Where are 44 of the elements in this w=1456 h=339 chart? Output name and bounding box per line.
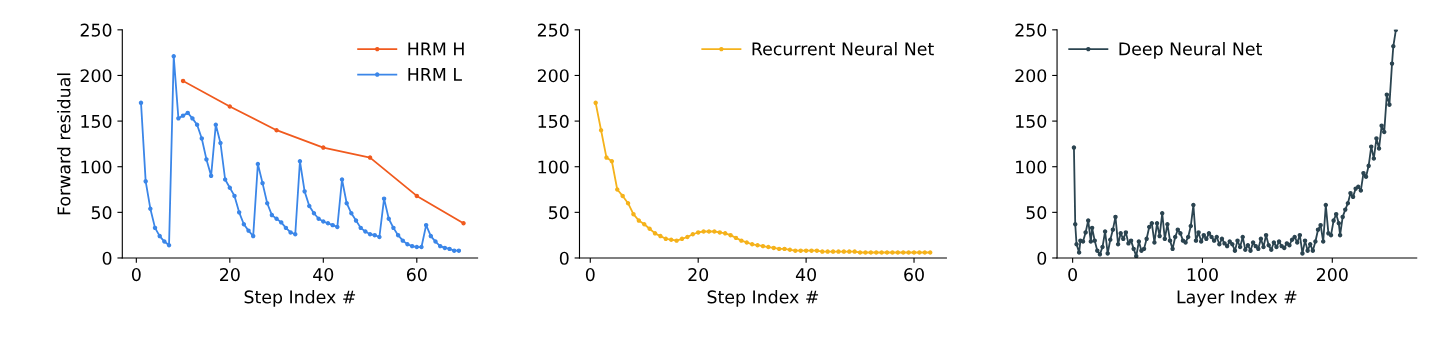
x-tick-label: 60 [904,268,924,282]
x-tick-label: 0 [131,268,141,282]
y-tick-label: 50 [549,206,569,220]
y-tick-label: 150 [81,114,112,128]
y-tick-label: 200 [80,69,112,83]
y-tick-label: 150 [1016,114,1047,128]
y-tick-label: 200 [1015,69,1047,83]
x-tick-label: 40 [795,268,816,282]
point [414,193,420,199]
x-tick-label: 0 [1068,268,1078,282]
x-axis-title: Step Index # [707,290,819,307]
y-tick-label: 200 [537,69,569,83]
legend-label: Recurrent Neural Net [752,41,934,56]
y-tick-label: 250 [537,23,569,37]
y-tick-label: 100 [538,160,569,174]
y-tick-label: 50 [1026,206,1047,220]
point [180,78,186,84]
legend-label: HRM L [408,68,462,81]
x-tick-label: 0 [585,268,595,282]
y-tick-label: 100 [1016,160,1047,174]
x-axis-title: Layer Index # [1177,290,1297,307]
point [227,104,233,109]
point [274,127,279,133]
y-tick-label: 150 [538,114,569,128]
y-tick-label: 250 [80,23,112,37]
y-axis-title: Forward residual [57,73,71,215]
x-tick-label: 40 [313,268,334,282]
y-tick-label: 100 [81,160,112,174]
point [461,221,466,226]
x-tick-label: 20 [220,268,240,282]
legend-label: HRM H [408,42,464,56]
x-tick-label: 200 [1317,268,1348,282]
point [367,155,373,160]
y-tick-label: 250 [1015,23,1047,37]
y-tick-label: 50 [91,206,112,220]
y-tick-label: 0 [559,251,569,265]
x-tick-label: 60 [406,268,427,282]
y-tick-label: 0 [1037,251,1047,265]
point [321,145,326,150]
x-tick-label: 20 [688,268,709,282]
legend-label: Deep Neural Net [1119,41,1262,59]
x-axis-title: Step Index # [244,290,356,307]
x-tick-label: 100 [1187,268,1218,282]
y-tick-label: 0 [102,251,112,265]
